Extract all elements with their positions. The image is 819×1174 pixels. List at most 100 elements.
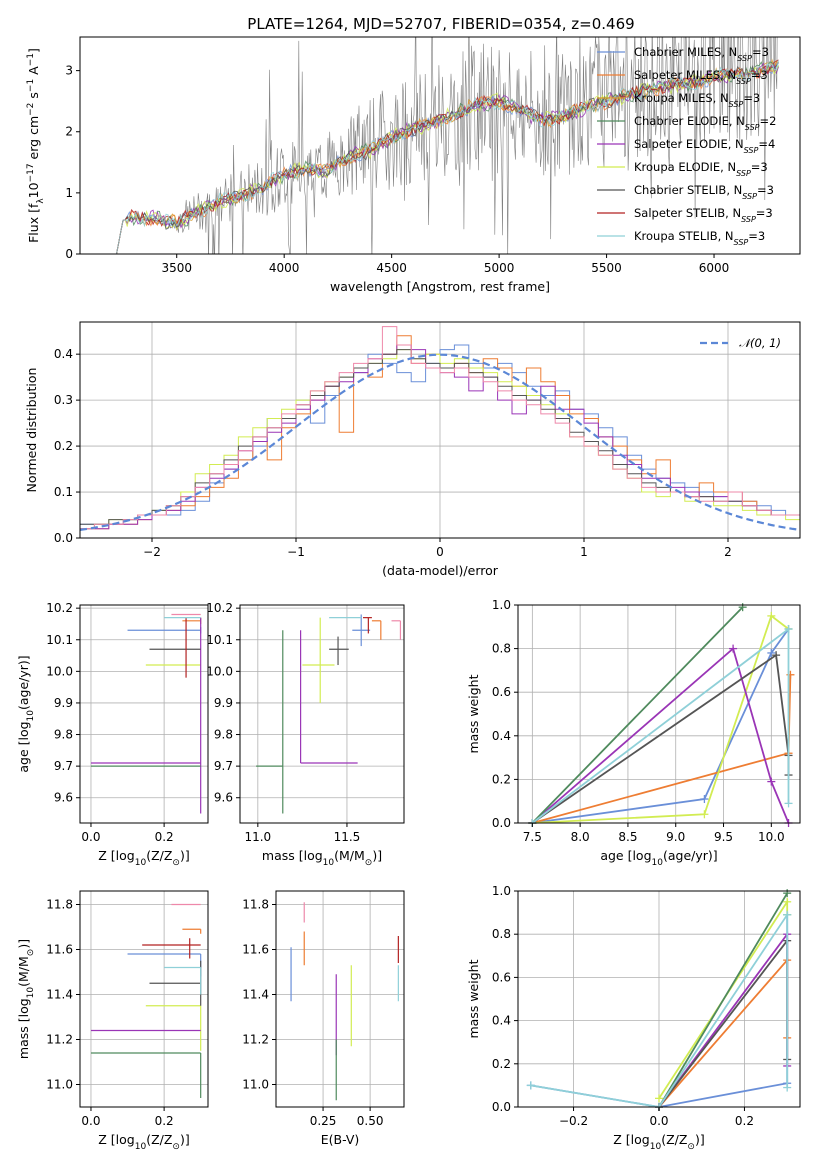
x-tick-label: 1 [580, 545, 588, 559]
y-tick-label: 0.2 [492, 772, 511, 786]
legend-label: Chabrier MILES, NSSP=3 [634, 45, 769, 63]
age-vs-Z-panel: 0.0 0.2 9.6 9.7 9.8 9.9 10.0 10.1 10.2 Z [log10(Z… [16, 601, 209, 868]
legend-label: Chabrier STELIB, NSSP=3 [634, 183, 774, 201]
x-tick-label: 4000 [269, 261, 300, 275]
y-tick-label: 0.3 [54, 393, 73, 407]
x-tick-label: 8.0 [571, 830, 590, 844]
weight-vs-Z-plot-area [526, 889, 792, 1111]
y-tick-label: 9.9 [214, 696, 233, 710]
weight-marker [767, 611, 776, 620]
errorbar-point [90, 1052, 202, 1098]
x-tick-label: 9.5 [714, 830, 733, 844]
y-tick-label: 11.8 [242, 898, 269, 912]
histogram-plot-area [80, 326, 800, 538]
y-tick-label: 10.0 [206, 664, 233, 678]
x-tick-label: 3500 [161, 261, 192, 275]
y-tick-label: 10.1 [206, 633, 233, 647]
y-tick-label: 0.4 [54, 347, 73, 361]
age-vs-mass-plot-area [256, 614, 402, 814]
weight-marker [784, 799, 793, 808]
y-tick-label: 11.4 [242, 988, 269, 1002]
weight-marker [772, 651, 781, 660]
y-tick-label: 1.0 [492, 884, 511, 898]
weight-line [530, 911, 789, 1108]
legend-label: Salpeter STELIB, NSSP=3 [634, 206, 773, 224]
errorbar-point [371, 620, 382, 640]
y-axis-label: mass weight [466, 959, 481, 1038]
y-tick-label: 0.4 [492, 1014, 511, 1028]
y-axis-label: mass weight [466, 674, 481, 753]
y-tick-label: 9.8 [214, 728, 233, 742]
mass-vs-EBV-plot-area [290, 902, 399, 1101]
weight-line [658, 938, 789, 1108]
model-spectrum-line [116, 62, 779, 254]
model-spectrum-line [116, 61, 779, 254]
age-vs-mass-panel: 11.0 11.5 9.6 9.7 9.8 9.9 10.0 10.1 10.2 mass [lo… [206, 601, 405, 868]
x-tick-label: 8.5 [618, 830, 637, 844]
errorbar-point [142, 938, 201, 959]
x-tick-label: 7.5 [523, 830, 542, 844]
y-tick-label: 9.9 [54, 696, 73, 710]
x-tick-label: 0.2 [155, 1114, 174, 1128]
weight-marker [783, 897, 792, 906]
weight-vs-Z-panel: −0.2 0.0 0.2 0.0 0.2 0.4 0.6 0.8 1.0 Z [log10(Z/Z… [466, 884, 801, 1152]
legend-label: 𝒩(0, 1) [739, 336, 781, 350]
legend-label: Kroupa STELIB, NSSP=3 [634, 229, 765, 247]
weight-marker [784, 624, 793, 633]
y-tick-label: 10.2 [46, 601, 73, 615]
weight-marker [655, 1094, 663, 1103]
y-tick-label: 0.2 [54, 439, 73, 453]
x-tick-label: 4500 [376, 261, 407, 275]
x-axis-label: (data-model)/error [382, 563, 499, 578]
y-tick-label: 0.4 [492, 729, 511, 743]
x-axis-label: wavelength [Angstrom, rest frame] [330, 279, 550, 294]
x-tick-label: 0 [436, 545, 444, 559]
mass-vs-Z-panel: 0.0 0.2 11.0 11.2 11.4 11.6 11.8 Z [log10(Z/Z⊙)… [16, 890, 209, 1152]
y-tick-label: 11.2 [46, 1033, 73, 1047]
spectrum-plot-area [116, 37, 779, 254]
y-tick-label: 9.7 [54, 759, 73, 773]
x-tick-label: 0.50 [357, 1114, 384, 1128]
y-tick-label: 0 [65, 247, 73, 261]
weight-line [532, 614, 790, 824]
y-tick-label: 11.4 [46, 988, 73, 1002]
plot-frame [79, 36, 801, 255]
x-tick-label: −1 [287, 545, 305, 559]
age-vs-Z-plot-area [90, 613, 202, 814]
figure-title: PLATE=1264, MJD=52707, FIBERID=0354, z=0… [247, 15, 634, 33]
x-tick-label: 11.0 [244, 830, 271, 844]
weight-marker [783, 1083, 792, 1092]
x-axis-label: Z [log10(Z/Z⊙)] [98, 1132, 189, 1152]
x-tick-label: 0.2 [735, 1114, 754, 1128]
y-tick-label: 9.7 [214, 759, 233, 773]
weight-line [658, 892, 788, 1108]
errorbar-point [145, 1005, 202, 1051]
x-tick-label: 6000 [699, 261, 730, 275]
plot-frame [275, 890, 405, 1108]
y-tick-label: 1.0 [492, 598, 511, 612]
y-tick-label: 9.6 [214, 791, 233, 805]
y-tick-label: 0.0 [492, 816, 511, 830]
y-tick-label: 0.8 [492, 642, 511, 656]
y-tick-label: 0.2 [492, 1057, 511, 1071]
plot-frame [79, 890, 209, 1108]
errorbar-point [363, 617, 372, 634]
plot-frame [79, 604, 209, 824]
errorbar-point [352, 614, 371, 647]
weight-marker [767, 648, 776, 657]
weight-marker [700, 795, 709, 804]
errorbar-point [391, 620, 402, 640]
x-tick-label: 5500 [591, 261, 622, 275]
data-spectrum-line [176, 37, 778, 254]
y-tick-label: 0.0 [492, 1100, 511, 1114]
y-tick-label: 11.6 [46, 943, 73, 957]
weight-line [531, 627, 790, 824]
y-tick-label: 1 [65, 186, 73, 200]
weight-marker [783, 910, 792, 919]
x-tick-label: 0.0 [81, 830, 100, 844]
x-tick-label: 10.0 [758, 830, 785, 844]
x-axis-label: mass [log10(M/M⊙)] [262, 848, 382, 868]
errorbar-point [182, 617, 202, 624]
